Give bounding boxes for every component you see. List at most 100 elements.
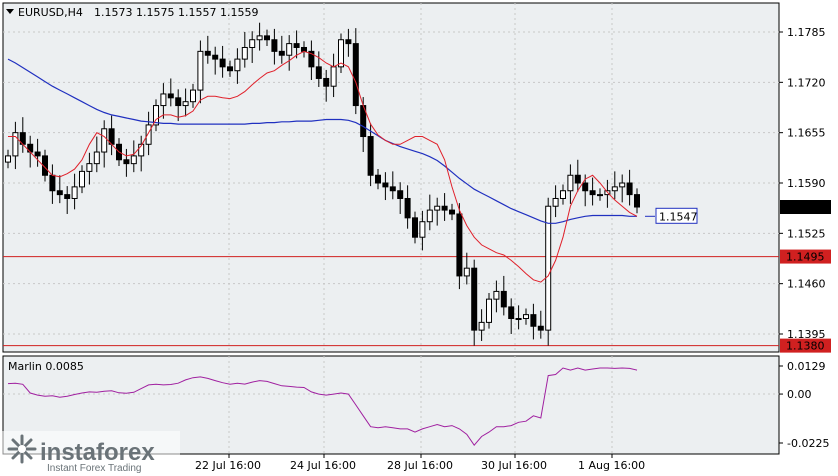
candle-up bbox=[515, 318, 522, 321]
x-tick-label: 28 Jul 16:00 bbox=[387, 459, 453, 472]
candle-up bbox=[619, 182, 626, 188]
marlin-line bbox=[7, 367, 638, 447]
candle-down bbox=[34, 151, 41, 157]
brand-name: instaforex bbox=[40, 439, 155, 466]
candle-down bbox=[64, 194, 71, 199]
level-price-tag bbox=[780, 338, 831, 353]
candle-down bbox=[582, 182, 589, 192]
y-tick-label: 1.1655 bbox=[787, 127, 826, 140]
candle-up bbox=[463, 267, 470, 277]
candle-down bbox=[397, 190, 404, 199]
candle-up bbox=[338, 39, 344, 68]
grid bbox=[3, 3, 779, 454]
candle-down bbox=[271, 39, 278, 52]
candle-up bbox=[93, 151, 100, 165]
candle-down bbox=[537, 325, 544, 331]
level-price-tag-label: 1.1380 bbox=[786, 340, 825, 353]
candle-up bbox=[12, 132, 19, 157]
collapse-triangle-icon[interactable] bbox=[6, 9, 14, 14]
candle-down bbox=[626, 182, 633, 196]
candle-down bbox=[175, 97, 182, 107]
candle-up bbox=[256, 35, 263, 41]
candle-down bbox=[323, 77, 330, 87]
candle-up bbox=[101, 128, 108, 153]
candle-up bbox=[79, 170, 85, 188]
candle-up bbox=[160, 93, 167, 107]
slow-ma-line bbox=[7, 58, 637, 224]
candle-down bbox=[389, 186, 396, 192]
candle-down bbox=[219, 58, 226, 68]
candle-down bbox=[49, 174, 56, 192]
candle-up bbox=[597, 194, 603, 197]
y-tick-label: 1.1525 bbox=[787, 227, 826, 240]
x-tick-label: 24 Jul 16:00 bbox=[290, 459, 356, 472]
candle-up bbox=[419, 221, 426, 238]
candle-up bbox=[523, 314, 529, 320]
ma-callout-label: 1.1547 bbox=[659, 210, 698, 223]
starburst-icon bbox=[7, 434, 37, 464]
osc-tick-label: -0.0225 bbox=[787, 437, 829, 450]
candle-down bbox=[382, 182, 389, 188]
candle-down bbox=[375, 174, 381, 184]
current-price-tag-label: 1.1559 bbox=[786, 201, 825, 214]
candle-down bbox=[167, 93, 174, 99]
candle-up bbox=[234, 58, 241, 72]
candle-down bbox=[530, 314, 537, 327]
y-tick-label: 1.1460 bbox=[787, 278, 826, 291]
candle-down bbox=[264, 35, 270, 41]
candle-up bbox=[560, 190, 566, 199]
candle-down bbox=[634, 194, 640, 208]
candle-down bbox=[227, 66, 233, 72]
candle-down bbox=[404, 197, 411, 219]
candle-down bbox=[308, 50, 315, 68]
axes: 1.1785 1.1720 1.1655 1.1590 1.1525 1.1460 1.13… bbox=[195, 26, 829, 472]
candle-down bbox=[471, 267, 478, 331]
x-tick-label: 30 Jul 16:00 bbox=[481, 459, 547, 472]
moving-averages bbox=[7, 50, 638, 283]
candle-up bbox=[330, 66, 337, 87]
candle-up bbox=[478, 321, 485, 331]
candle-up bbox=[434, 205, 441, 211]
price-plot-area[interactable] bbox=[2, 2, 780, 353]
candle-up bbox=[197, 50, 204, 91]
candle-up bbox=[153, 105, 159, 126]
candle-up bbox=[552, 197, 559, 207]
oscillator bbox=[7, 367, 638, 447]
osc-tick-label: 0.00 bbox=[787, 388, 812, 401]
candle-down bbox=[367, 136, 374, 176]
candle-down bbox=[123, 159, 130, 165]
candle-up bbox=[545, 205, 552, 331]
candle-up bbox=[493, 290, 500, 300]
candle-up bbox=[71, 186, 78, 199]
candle-up bbox=[145, 124, 152, 145]
chart-ohlc: 1.1573 1.1575 1.1557 1.1559 bbox=[94, 6, 258, 19]
candle-up bbox=[486, 298, 492, 323]
chart-symbol: EURUSD,H4 bbox=[18, 6, 83, 19]
fast-ma-line bbox=[8, 50, 638, 283]
candle-down bbox=[574, 174, 581, 184]
candle-down bbox=[212, 54, 219, 60]
y-tick-label: 1.1720 bbox=[787, 76, 826, 89]
candle-down bbox=[412, 217, 418, 238]
brand-tagline: Instant Forex Trading bbox=[47, 463, 142, 474]
candles bbox=[5, 22, 640, 346]
candle-down bbox=[589, 190, 596, 196]
x-tick-label: 22 Jul 16:00 bbox=[195, 459, 261, 472]
instaforex-logo: instaforex Instant Forex Trading bbox=[0, 431, 180, 476]
candle-down bbox=[352, 43, 359, 107]
candle-down bbox=[278, 50, 285, 56]
level-price-tag bbox=[780, 249, 831, 264]
horizontal-levels[interactable] bbox=[3, 256, 779, 347]
candle-up bbox=[5, 155, 11, 163]
level-price-tag-label: 1.1495 bbox=[786, 251, 825, 264]
candle-down bbox=[456, 213, 463, 277]
candle-up bbox=[86, 163, 93, 172]
candle-down bbox=[315, 66, 322, 79]
candle-down bbox=[441, 205, 448, 211]
y-tick-label: 1.1785 bbox=[787, 26, 826, 39]
candle-up bbox=[611, 186, 618, 192]
candle-up bbox=[567, 174, 574, 192]
candle-down bbox=[449, 209, 455, 215]
osc-tick-label: 0.0129 bbox=[787, 360, 826, 373]
